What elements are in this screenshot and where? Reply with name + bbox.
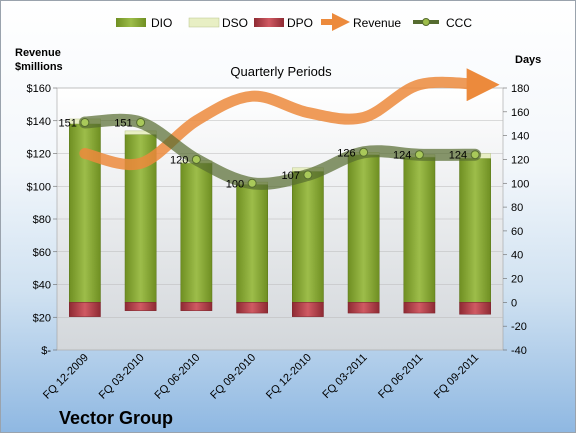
y-left-title-2: $millions xyxy=(15,61,63,73)
y-right-tick-label: 160 xyxy=(511,107,529,119)
y-right-tick-label: 100 xyxy=(511,178,529,190)
y-left-axis: $- $20 $40 $60 $80 $100 $120 $140 $160 xyxy=(27,83,57,357)
company-name: Vector Group xyxy=(59,408,173,428)
ccc-point xyxy=(414,150,424,160)
y-right-tick-label: 20 xyxy=(511,274,523,286)
legend-dpo-swatch xyxy=(254,18,284,27)
ccc-data-label: 100 xyxy=(226,178,244,190)
legend-dso-swatch xyxy=(188,17,220,28)
y-left-tick-label: $- xyxy=(41,345,51,357)
legend-ccc-label: CCC xyxy=(446,16,472,30)
y-right-tick-label: 80 xyxy=(511,202,523,214)
y-right-tick-label: 180 xyxy=(511,83,529,95)
bar-dpo xyxy=(124,302,157,311)
x-tick-label: FQ 03-2011 xyxy=(320,352,369,401)
chart-subtitle: Quarterly Periods xyxy=(230,64,332,79)
bar-dpo xyxy=(69,302,101,317)
x-tick-label: FQ 03-2010 xyxy=(97,352,147,402)
y-left-tick-label: $140 xyxy=(27,116,51,128)
x-axis: FQ 12-2009 FQ 03-2010 FQ 06-2010 FQ 09-2010… xyxy=(41,352,481,402)
ccc-data-label: 124 xyxy=(449,150,467,162)
x-tick-label: FQ 12-2009 xyxy=(41,352,91,402)
y-right-tick-label: 60 xyxy=(511,226,523,238)
legend-dso-label: DSO xyxy=(222,16,248,30)
legend-dio-label: DIO xyxy=(151,16,172,30)
bar-dio xyxy=(292,171,324,303)
ccc-point xyxy=(136,118,146,128)
legend-dio-swatch xyxy=(116,18,146,27)
ccc-data-label: 151 xyxy=(114,118,132,130)
legend: DIO DSO DPO Revenue CCC xyxy=(116,13,472,31)
y-left-tick-label: $160 xyxy=(27,83,51,95)
ccc-data-label: 124 xyxy=(393,150,411,162)
ccc-data-label: 151 xyxy=(59,118,77,130)
ccc-point xyxy=(247,178,257,188)
x-tick-label: FQ 09-2011 xyxy=(432,352,481,401)
ccc-series: 151 151 120 100 107 126 124 124 xyxy=(59,113,482,190)
x-tick-label: FQ 12-2010 xyxy=(264,352,314,402)
legend-dpo-label: DPO xyxy=(287,16,313,30)
y-right-tick-label: 0 xyxy=(511,297,517,309)
y-right-axis: -40 -20 0 20 40 60 80 100 120 140 160 180 xyxy=(503,83,529,357)
bar-dio xyxy=(347,154,380,303)
y-left-tick-label: $20 xyxy=(33,312,51,324)
y-left-tick-label: $40 xyxy=(33,280,51,292)
ccc-point xyxy=(359,147,369,157)
bar-dpo xyxy=(180,302,213,311)
bar-dpo xyxy=(347,302,380,314)
bar-dpo xyxy=(459,302,491,315)
ccc-data-label: 120 xyxy=(170,154,188,166)
legend-ccc-marker xyxy=(422,18,430,26)
y-left-tick-label: $60 xyxy=(33,247,51,259)
bar-dio xyxy=(236,184,268,303)
y-right-tick-label: 140 xyxy=(511,131,529,143)
bar-dio xyxy=(180,162,213,303)
bar-dpo xyxy=(236,302,268,314)
ccc-point xyxy=(80,118,90,128)
y-left-tick-label: $100 xyxy=(27,181,51,193)
revenue-series xyxy=(79,68,500,171)
ccc-data-label: 126 xyxy=(337,147,355,159)
bars xyxy=(69,118,491,317)
bar-dpo xyxy=(403,302,436,314)
y-right-tick-label: 40 xyxy=(511,250,523,262)
x-tick-label: FQ 06-2010 xyxy=(153,352,203,402)
y-left-title-1: Revenue xyxy=(15,47,61,59)
legend-revenue-label: Revenue xyxy=(353,16,401,30)
x-tick-label: FQ 06-2011 xyxy=(376,352,425,401)
x-tick-label: FQ 09-2010 xyxy=(208,352,258,402)
y-right-tick-label: -20 xyxy=(511,321,527,333)
y-right-tick-label: -40 xyxy=(511,345,527,357)
ccc-line xyxy=(78,113,482,190)
bar-dpo xyxy=(292,302,324,317)
ccc-point xyxy=(191,154,201,164)
ccc-point xyxy=(303,170,313,180)
y-right-title: Days xyxy=(515,54,541,66)
y-left-tick-label: $80 xyxy=(33,214,51,226)
ccc-data-label: 107 xyxy=(282,170,300,182)
bar-dio xyxy=(459,158,491,303)
bar-dio xyxy=(403,156,436,303)
y-left-tick-label: $120 xyxy=(27,149,51,161)
y-right-tick-label: 120 xyxy=(511,154,529,166)
revenue-line xyxy=(79,68,500,171)
ccc-point xyxy=(470,150,480,160)
